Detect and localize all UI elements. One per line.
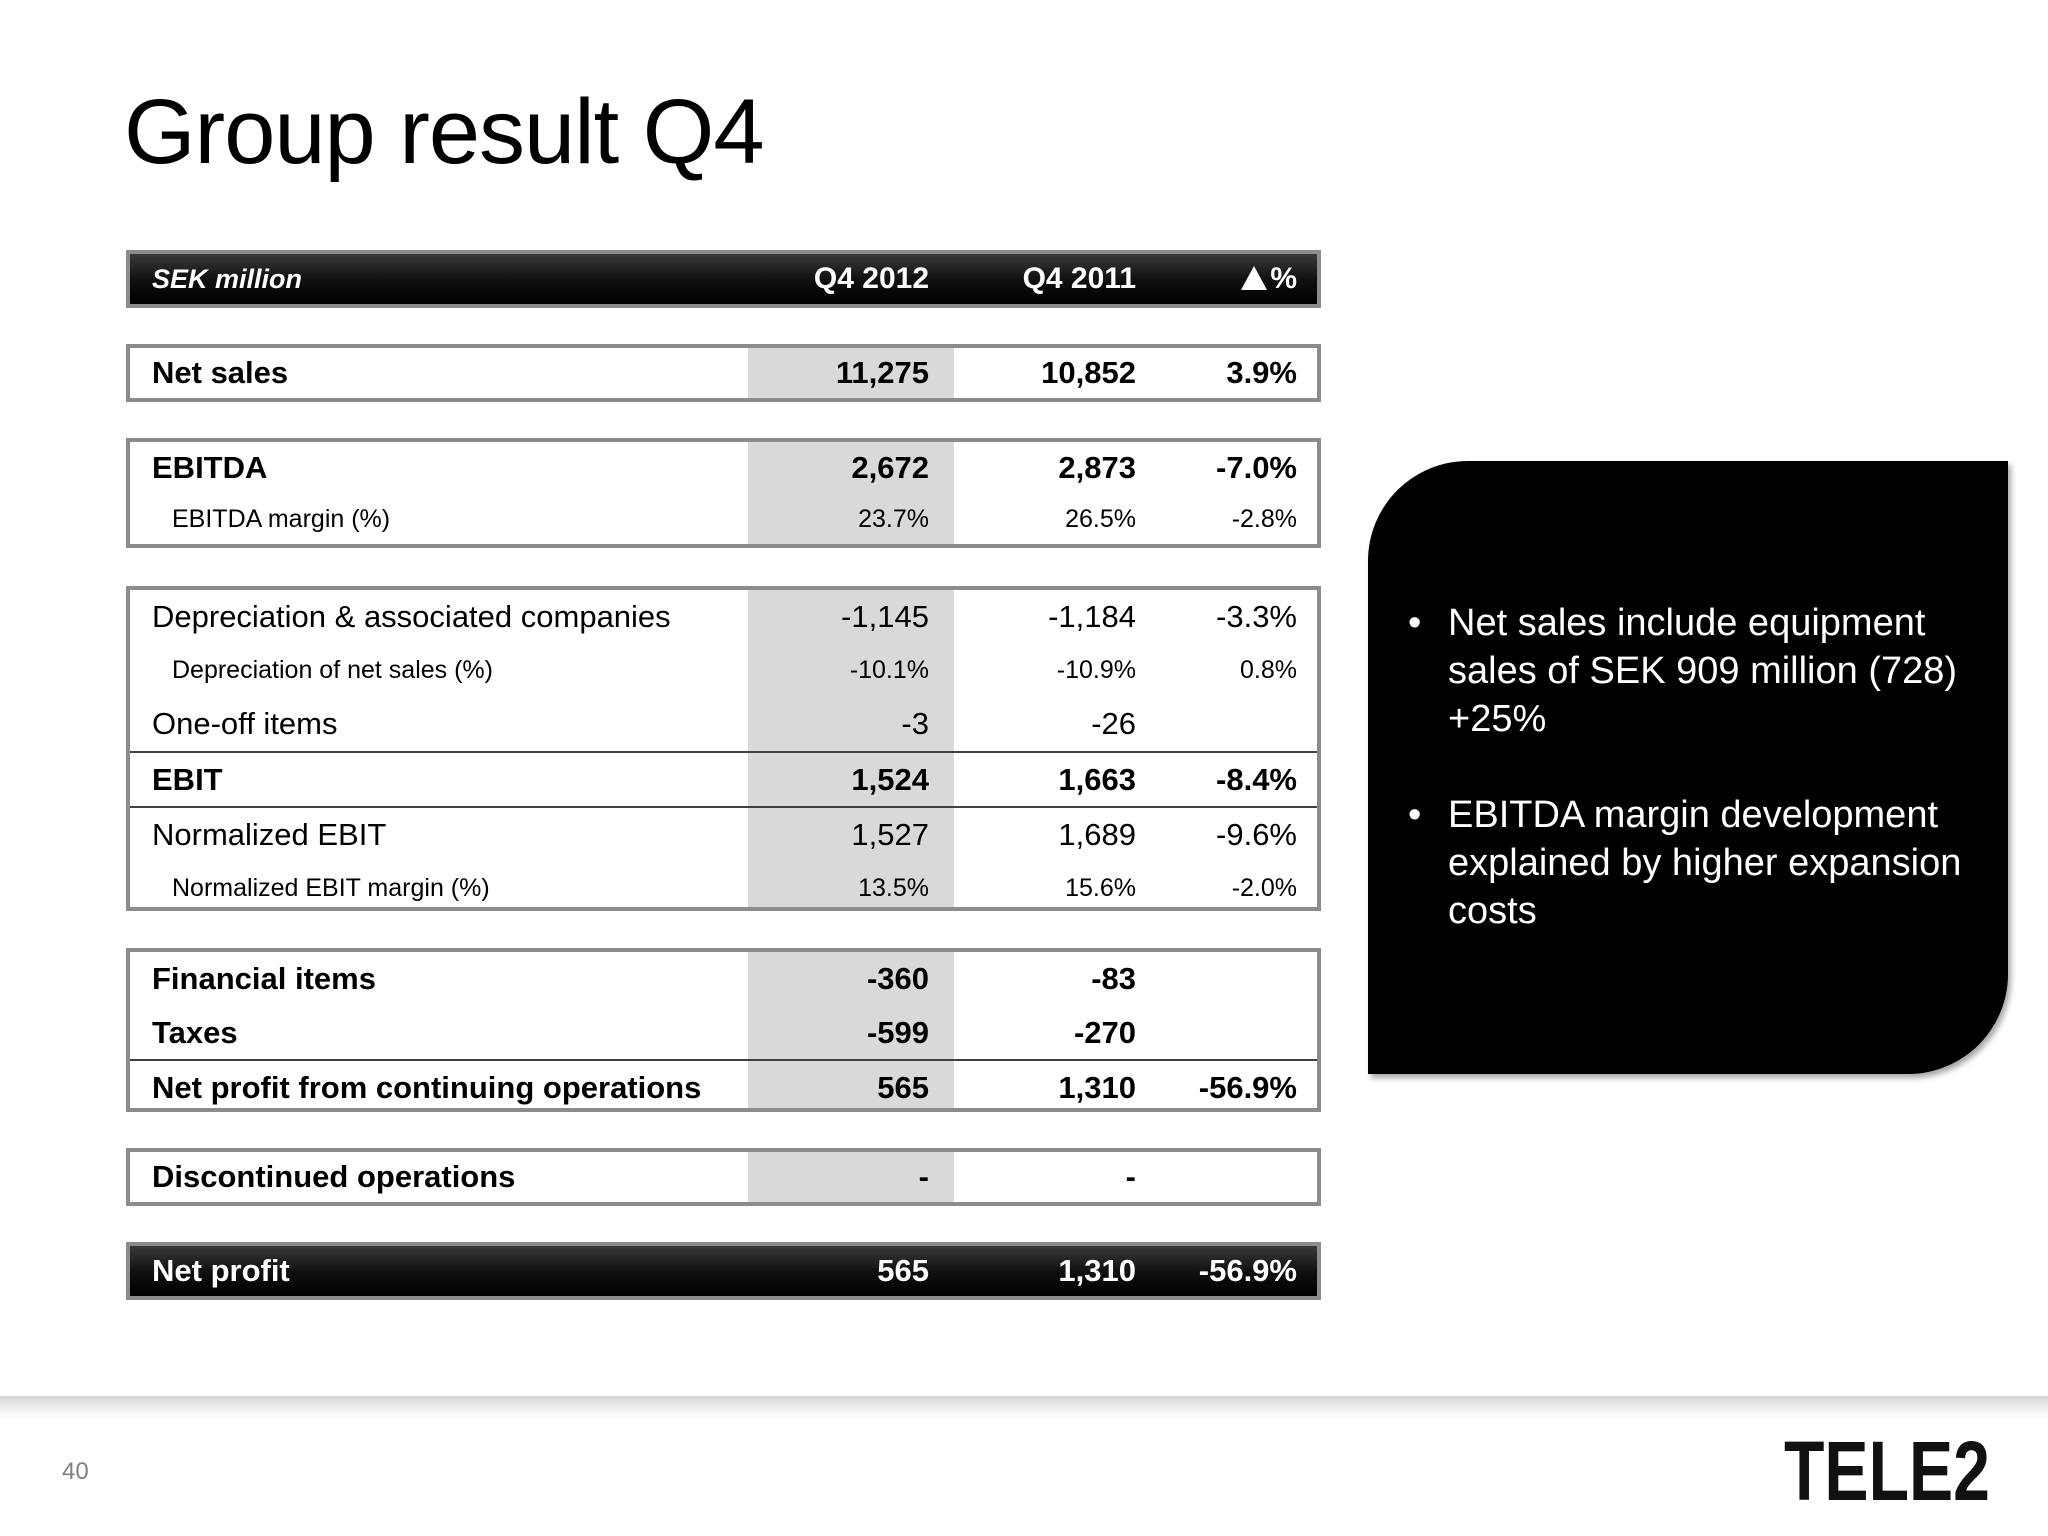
table-section-ebitda: EBITDA 2,672 2,873 -7.0% EBITDA margin (… (126, 438, 1321, 548)
value-q4-2012: 23.7% (858, 505, 929, 533)
delta-triangle-icon (1241, 266, 1268, 290)
svg-text:TELE2: TELE2 (1784, 1424, 1990, 1514)
table-row: Net profit from continuing operations 56… (130, 1059, 1317, 1115)
callout-bullet: • EBITDA margin development explained by … (1408, 794, 1962, 932)
value-change: -9.6% (1216, 817, 1297, 852)
row-label: Depreciation & associated companies (152, 599, 671, 634)
row-label: Net sales (152, 355, 289, 390)
value-q4-2011: -83 (1091, 961, 1136, 996)
value-change: 0.8% (1240, 655, 1297, 684)
header-unit-label: SEK million (152, 264, 303, 294)
value-q4-2011: 1,689 (1058, 817, 1136, 852)
table-header: SEK million Q4 2012 Q4 2011 % (126, 250, 1321, 308)
row-label: Discontinued operations (152, 1159, 516, 1194)
table-section-net-sales: Net sales 11,275 10,852 3.9% (126, 344, 1321, 402)
row-label: Net profit from continuing operations (152, 1070, 702, 1105)
table-row: EBITDA 2,672 2,873 -7.0% (130, 442, 1317, 494)
table-row: One-off items -3 -26 (130, 697, 1317, 751)
value-q4-2012: 565 (877, 1253, 929, 1288)
row-label: Net profit (152, 1253, 290, 1288)
value-q4-2011: - (1125, 1159, 1136, 1194)
value-change: -2.8% (1231, 505, 1297, 533)
page-number: 40 (62, 1458, 89, 1485)
row-label: Financial items (152, 961, 376, 996)
row-label: Normalized EBIT margin (%) (172, 873, 490, 902)
value-change: -8.4% (1216, 761, 1297, 797)
value-change: -3.3% (1216, 599, 1297, 634)
table-row: EBITDA margin (%) 23.7% 26.5% -2.8% (130, 494, 1317, 544)
value-q4-2011: -26 (1091, 706, 1136, 741)
value-q4-2012: -1,145 (841, 599, 929, 634)
tele2-logo: TELE2 (1784, 1424, 1990, 1514)
table-row: Net sales 11,275 10,852 3.9% (130, 348, 1317, 398)
value-q4-2011: 1,310 (1058, 1070, 1136, 1105)
row-label: One-off items (152, 706, 338, 741)
header-q4-2011: Q4 2011 (1022, 262, 1136, 295)
value-q4-2012: 2,672 (851, 450, 929, 485)
table-row: Discontinued operations - - (130, 1152, 1317, 1202)
table-section-ebit: Depreciation & associated companies -1,1… (126, 586, 1321, 911)
table-row: Normalized EBIT margin (%) 13.5% 15.6% -… (130, 862, 1317, 916)
table-section-net-profit: Net profit 565 1,310 -56.9% (126, 1242, 1321, 1300)
table-row: Normalized EBIT 1,527 1,689 -9.6% (130, 806, 1317, 862)
value-q4-2011: 10,852 (1041, 355, 1136, 390)
row-label: Normalized EBIT (152, 817, 387, 852)
header-q4-2012: Q4 2012 (813, 262, 929, 295)
table-section-discontinued: Discontinued operations - - (126, 1148, 1321, 1206)
value-change: -56.9% (1198, 1070, 1297, 1105)
table-row: Taxes -599 -270 (130, 1006, 1317, 1060)
header-change: % (1241, 254, 1297, 304)
value-q4-2011: -270 (1073, 1014, 1136, 1050)
row-label: Taxes (152, 1014, 238, 1050)
value-q4-2012: -3 (901, 706, 929, 741)
table-row: Depreciation & associated companies -1,1… (130, 590, 1317, 644)
value-q4-2011: 2,873 (1058, 450, 1136, 485)
value-q4-2012: 11,275 (835, 355, 929, 390)
value-q4-2011: -1,184 (1048, 599, 1136, 634)
value-q4-2011: 1,310 (1058, 1253, 1136, 1288)
value-change: -2.0% (1231, 873, 1297, 902)
value-q4-2011: 15.6% (1065, 873, 1136, 902)
comment-callout: • Net sales include equipment sales of SE… (1368, 461, 2008, 1074)
row-label: EBITDA margin (%) (172, 505, 391, 533)
row-label: Depreciation of net sales (%) (172, 655, 493, 684)
value-q4-2012: - (918, 1159, 929, 1194)
value-q4-2012: 565 (877, 1070, 929, 1105)
value-q4-2012: -10.1% (849, 655, 929, 684)
callout-bullet-list: • Net sales include equipment sales of SE… (1408, 599, 1988, 983)
value-q4-2012: 1,527 (851, 817, 929, 852)
table-row: Net profit 565 1,310 -56.9% (130, 1246, 1317, 1296)
table-row: Financial items -360 -83 (130, 952, 1317, 1006)
callout-bullet: • Net sales include equipment sales of SE… (1408, 602, 1958, 740)
row-label: EBIT (152, 761, 223, 797)
footer-divider (0, 1396, 2048, 1418)
value-q4-2011: -10.9% (1056, 655, 1136, 684)
value-q4-2012: -360 (866, 961, 929, 996)
value-q4-2011: 26.5% (1065, 505, 1136, 533)
value-change: -7.0% (1216, 450, 1297, 485)
value-q4-2012: -599 (866, 1014, 929, 1050)
row-label: EBITDA (152, 450, 268, 485)
slide-title: Group result Q4 (124, 81, 765, 183)
table-section-net-profit-continuing: Financial items -360 -83 Taxes -599 -270… (126, 948, 1321, 1112)
value-q4-2011: 1,663 (1058, 761, 1136, 797)
value-change: 3.9% (1226, 355, 1297, 390)
value-q4-2012: 13.5% (858, 873, 929, 902)
value-change: -56.9% (1198, 1253, 1297, 1288)
value-q4-2012: 1,524 (851, 761, 929, 797)
table-row: Depreciation of net sales (%) -10.1% -10… (130, 644, 1317, 698)
table-row: EBIT 1,524 1,663 -8.4% (130, 750, 1317, 807)
